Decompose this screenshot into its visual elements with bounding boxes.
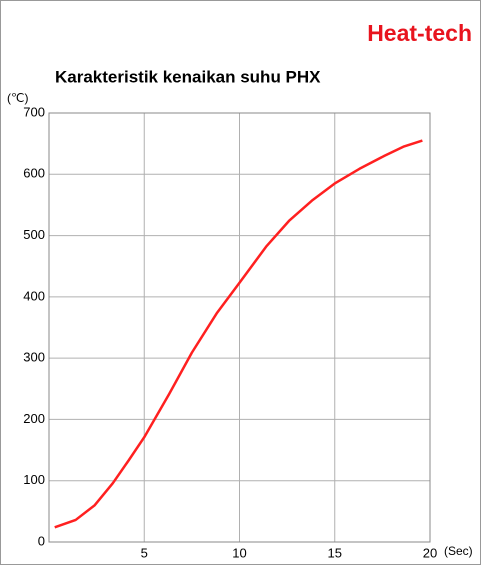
line xyxy=(54,139,423,529)
y-tick-label: 500 xyxy=(23,227,45,242)
y-tick-label: 300 xyxy=(23,350,45,365)
y-axis-label: (℃) xyxy=(7,91,28,105)
x-tick-label: 20 xyxy=(423,545,437,560)
x-tick-label: 5 xyxy=(141,545,148,560)
x-tick-label: 10 xyxy=(232,545,246,560)
chart-title: Karakteristik kenaikan suhu PHX xyxy=(55,67,321,86)
y-tick-label: 200 xyxy=(23,411,45,426)
y-tick-label: 100 xyxy=(23,472,45,487)
brand: Heat-tech xyxy=(367,20,472,46)
x-axis-label: (Sec) xyxy=(444,544,473,558)
y-tick-label: 400 xyxy=(23,288,45,303)
y-tick-label: 700 xyxy=(23,104,45,119)
x-tick-label: 15 xyxy=(328,545,342,560)
y-tick-label: 600 xyxy=(23,166,45,181)
plot-border xyxy=(48,112,431,543)
y-tick-label: 0 xyxy=(38,533,45,548)
